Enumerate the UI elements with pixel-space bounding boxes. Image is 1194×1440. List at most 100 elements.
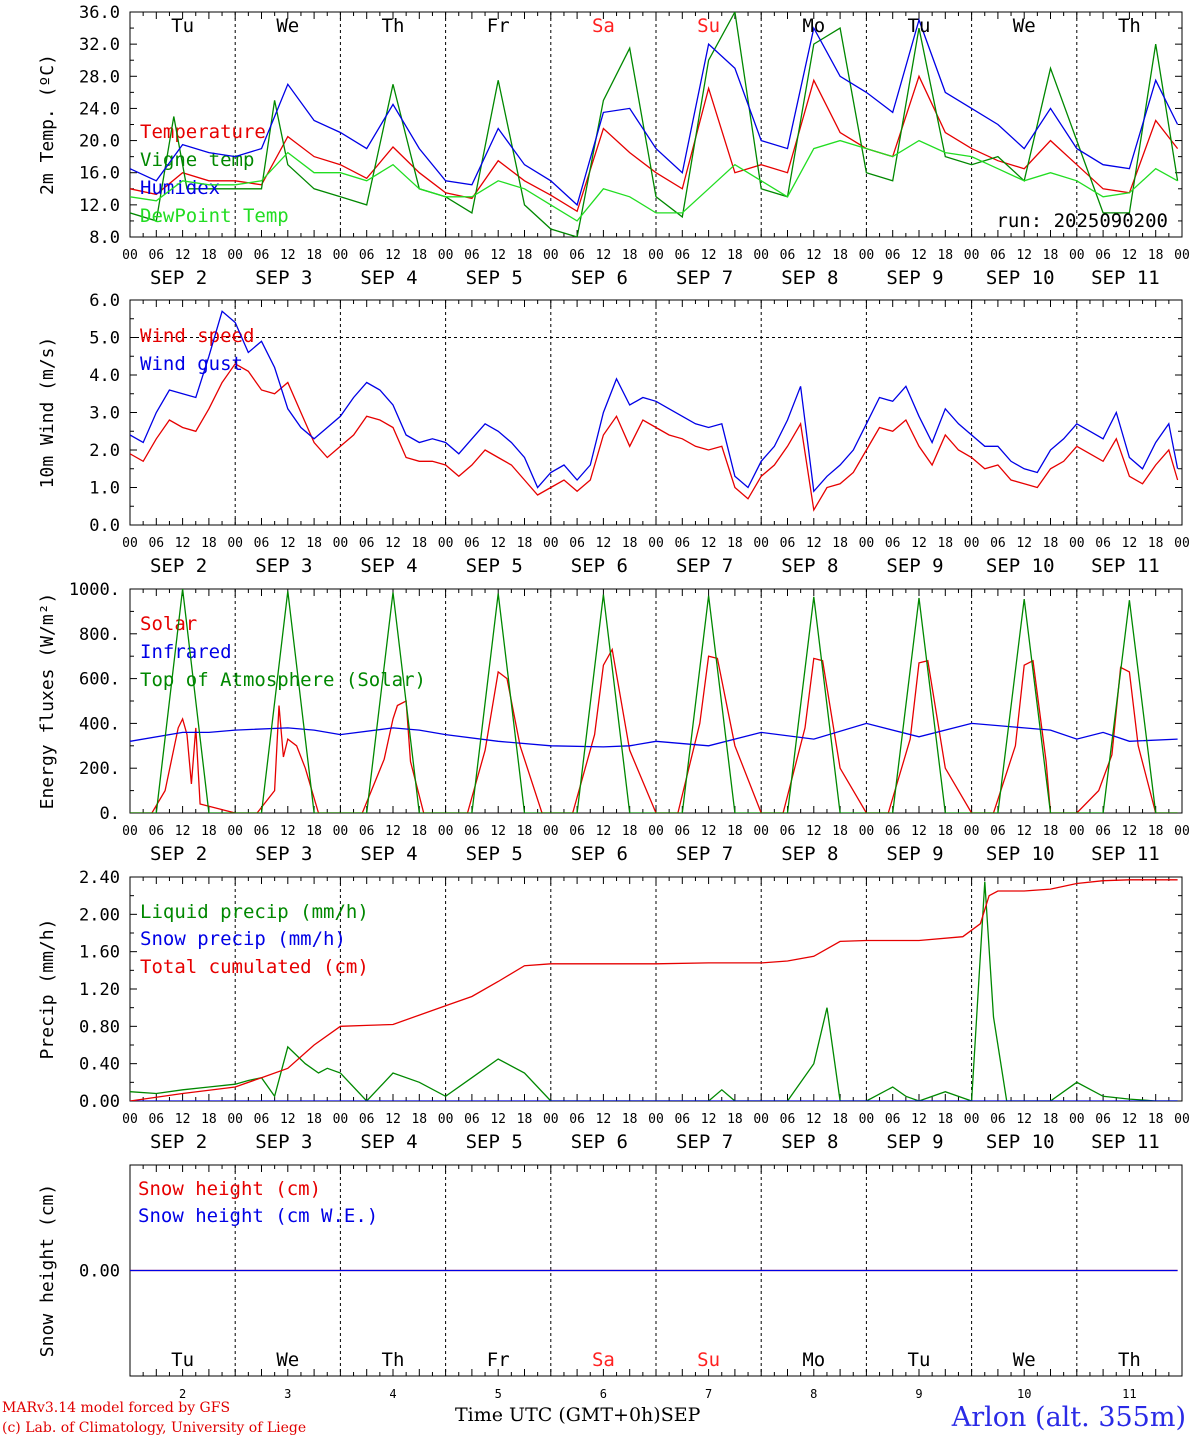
hour-tick-label: 12 [280,248,296,263]
hour-tick-label: 06 [1095,1112,1111,1127]
hour-tick-label: 12 [701,1112,717,1127]
hour-tick-label: 12 [911,1112,927,1127]
date-label: SEP 4 [360,843,417,865]
y-tick-label: 0. [100,804,120,824]
panel-frame [129,588,1183,814]
hour-tick-label: 18 [1043,248,1059,263]
hour-tick-label: 18 [411,1112,427,1127]
hour-tick-label: 18 [832,536,848,551]
station-name: Arlon (alt. 355m) [951,1402,1186,1433]
hour-tick-label: 06 [569,824,585,839]
hour-tick-label: 00 [122,248,138,263]
hour-tick-label: 06 [990,824,1006,839]
hour-tick-label: 12 [701,536,717,551]
hour-tick-label: 00 [122,536,138,551]
date-label: SEP 2 [150,267,207,289]
y-tick-label: 1000. [69,580,120,600]
day-label: Th [382,15,405,37]
hour-tick-label: 00 [438,248,454,263]
bottom-date-label: 7 [705,1387,712,1401]
hour-tick-label: 12 [385,248,401,263]
hour-tick-label: 12 [490,536,506,551]
hour-tick-label: 18 [201,536,217,551]
hour-tick-label: 00 [543,824,559,839]
date-label: SEP 9 [886,267,943,289]
date-label: SEP 8 [781,267,838,289]
series-line-total-cumulated-cm- [130,879,1178,1101]
hour-tick-label: 18 [937,1112,953,1127]
y-tick-label: 12.0 [79,196,120,216]
date-label: SEP 9 [886,1131,943,1153]
hour-tick-label: 06 [990,536,1006,551]
bottom-date-label: 3 [284,1387,291,1401]
date-label: SEP 3 [255,555,312,577]
hour-tick-label: 18 [1148,824,1164,839]
date-label: SEP 8 [781,843,838,865]
hour-tick-label: 18 [832,824,848,839]
hour-tick-label: 12 [280,536,296,551]
date-label: SEP 7 [676,843,733,865]
date-label: SEP 11 [1091,555,1160,577]
date-label: SEP 2 [150,555,207,577]
hour-tick-label: 06 [990,248,1006,263]
hour-tick-label: 12 [806,824,822,839]
date-label: SEP 4 [360,1131,417,1153]
day-label: Fr [487,15,510,37]
date-label: SEP 6 [571,843,628,865]
hour-tick-label: 06 [780,536,796,551]
y-axis-label: Snow height (cm) [37,1184,58,1357]
hour-tick-label: 18 [1043,824,1059,839]
legend-total-cumulated-cm-: Total cumulated (cm) [140,956,369,978]
date-label: SEP 5 [466,843,523,865]
hour-tick-label: 00 [648,248,664,263]
hour-tick-label: 18 [727,824,743,839]
day-label: Sa [592,15,615,37]
hour-tick-label: 00 [753,536,769,551]
day-label: We [276,15,299,37]
y-tick-label: 800. [79,625,120,645]
hour-tick-label: 00 [859,536,875,551]
hour-tick-label: 00 [227,1112,243,1127]
date-label: SEP 11 [1091,267,1160,289]
series-line-top-of-atmosphere-solar- [130,589,1178,813]
series-line-temperature [130,74,1179,213]
hour-tick-label: 00 [1174,824,1190,839]
y-axis-label: Precip (mm/h) [37,919,58,1060]
bottom-date-label: 8 [810,1387,817,1401]
hour-tick-label: 18 [411,824,427,839]
y-tick-label: 0.00 [79,1092,120,1112]
bottom-date-label: 11 [1122,1387,1136,1401]
date-label: SEP 8 [781,1131,838,1153]
hour-tick-label: 06 [464,248,480,263]
bottom-date-label: 6 [600,1387,607,1401]
date-label: SEP 11 [1091,843,1160,865]
y-axis-label: Energy fluxes (W/m²) [37,593,58,810]
hour-tick-label: 12 [1016,824,1032,839]
hour-tick-label: 00 [122,824,138,839]
hour-tick-label: 00 [227,248,243,263]
hour-tick-label: 00 [333,536,349,551]
y-tick-label: 1.20 [79,980,120,1000]
y-tick-label: 28.0 [79,67,120,87]
hour-tick-label: 18 [727,248,743,263]
hour-tick-label: 06 [1095,248,1111,263]
hour-tick-label: 00 [543,1112,559,1127]
hour-tick-label: 00 [1174,536,1190,551]
hour-tick-label: 12 [490,824,506,839]
hour-tick-label: 12 [596,1112,612,1127]
hour-tick-label: 12 [175,1112,191,1127]
day-label: Mo [802,1349,825,1371]
y-tick-label: 2.00 [79,905,120,925]
date-label: SEP 10 [986,267,1055,289]
hour-tick-label: 18 [1148,248,1164,263]
credit-line-model: MARv3.14 model forced by GFS [2,1400,231,1416]
y-tick-label: 32.0 [79,35,120,55]
hour-tick-label: 18 [306,824,322,839]
hour-tick-label: 00 [753,824,769,839]
hour-tick-label: 06 [990,1112,1006,1127]
series-line-liquid-precip-mm-h- [130,881,1178,1101]
hour-tick-label: 00 [859,248,875,263]
panel-2: 0.0 1.0 2.0 3.0 4.0 5.0 6.0 10m Wind (m/s) Wind … [37,291,1190,577]
hour-tick-label: 00 [333,824,349,839]
